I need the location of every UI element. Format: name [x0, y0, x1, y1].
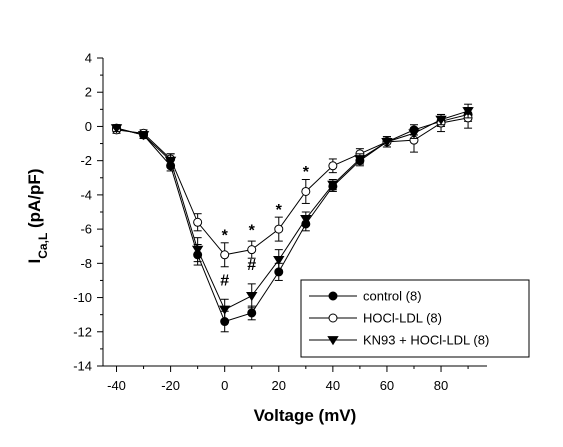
- y-tick-label: -6: [80, 222, 92, 237]
- x-tick-label: 0: [221, 378, 228, 393]
- y-tick-label: -14: [73, 359, 92, 374]
- data-point: [301, 186, 311, 196]
- data-point: [327, 180, 339, 190]
- significance-hash: #: [220, 273, 229, 290]
- data-point: [354, 155, 366, 165]
- series-line: [116, 110, 469, 311]
- significance-star: *: [249, 222, 256, 239]
- x-tick-label: 40: [326, 378, 340, 393]
- y-tick-label: -10: [73, 290, 92, 305]
- data-point: [220, 250, 230, 260]
- series-line: [116, 117, 469, 256]
- x-tick-label: -40: [107, 378, 126, 393]
- data-point: [247, 308, 257, 318]
- y-tick-label: 0: [85, 119, 92, 134]
- data-point: [137, 131, 150, 141]
- x-tick-label: 80: [434, 378, 448, 393]
- legend-marker: [328, 291, 338, 301]
- data-point: [300, 214, 312, 225]
- data-point: [435, 115, 447, 125]
- series-2: [110, 103, 474, 321]
- legend-label: HOCl-LDL (8): [363, 311, 442, 326]
- data-point: [110, 124, 123, 134]
- legend-label: control (8): [363, 289, 422, 304]
- data-point: [328, 161, 338, 171]
- data-point: [408, 129, 420, 139]
- data-point: [381, 137, 393, 148]
- significance-star: *: [303, 164, 310, 181]
- legend-marker: [328, 313, 338, 323]
- y-tick-label: 2: [85, 85, 92, 100]
- data-point: [274, 224, 284, 234]
- data-point: [247, 245, 257, 255]
- data-point: [273, 256, 285, 266]
- data-point: [164, 156, 177, 166]
- y-tick-label: -2: [80, 153, 92, 168]
- y-tick-label: 4: [85, 51, 92, 66]
- series-line: [116, 113, 469, 323]
- x-axis-title: Voltage (mV): [254, 406, 357, 425]
- y-tick-label: -4: [80, 187, 92, 202]
- significance-hash: #: [247, 257, 256, 274]
- data-point: [218, 305, 231, 315]
- x-tick-label: 60: [380, 378, 394, 393]
- data-point: [462, 107, 474, 117]
- y-tick-label: -8: [80, 256, 92, 271]
- legend-marker: [327, 336, 339, 346]
- significance-star: *: [222, 228, 229, 245]
- data-point: [246, 291, 258, 302]
- significance-star: *: [276, 202, 283, 219]
- x-tick-label: 20: [272, 378, 286, 393]
- y-tick-label: -12: [73, 324, 92, 339]
- y-axis-title: ICa,L (pA/pF): [25, 169, 50, 264]
- data-point: [193, 217, 203, 227]
- x-tick-label: -20: [161, 378, 180, 393]
- legend-label: KN93 + HOCl-LDL (8): [363, 333, 489, 348]
- data-point: [191, 245, 204, 255]
